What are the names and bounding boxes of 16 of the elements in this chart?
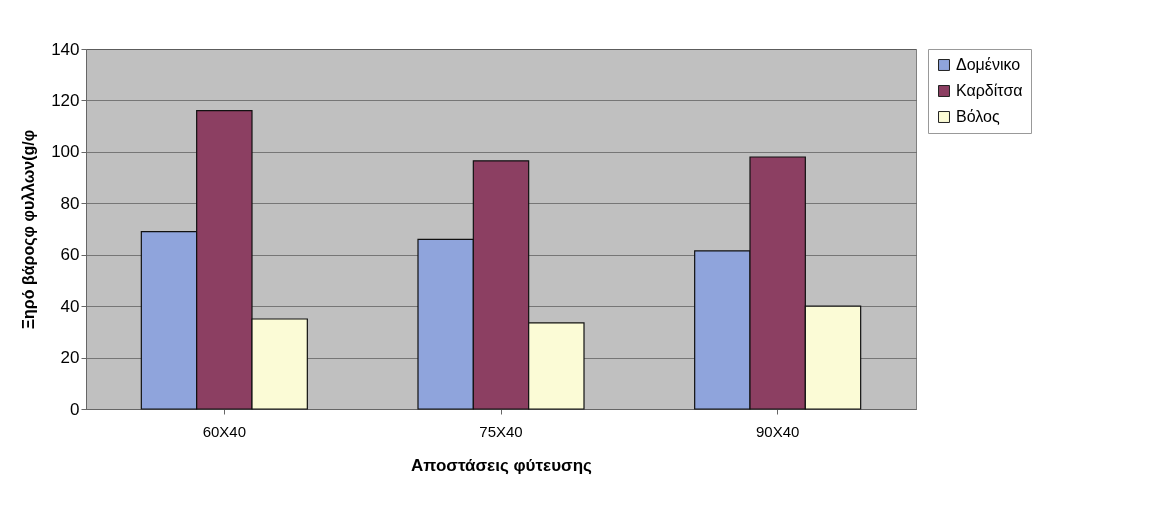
- y-tick-label: 40: [60, 296, 80, 316]
- legend-label: Βόλος: [956, 108, 1000, 125]
- x-axis-title: Αποστάσεις φύτευσης: [411, 455, 593, 475]
- y-tick-label: 0: [70, 399, 80, 419]
- x-tick-label: 60X40: [202, 422, 247, 440]
- y-tick-label: 80: [60, 193, 80, 213]
- legend-label: Δομένικο: [956, 56, 1021, 73]
- y-tick-label: 60: [60, 245, 80, 265]
- y-tick-label: 140: [51, 39, 80, 59]
- legend-label: Καρδίτσα: [956, 82, 1023, 99]
- y-tick-label: 20: [60, 348, 80, 368]
- x-tick-label: 90X40: [755, 422, 800, 440]
- x-tick-label: 75X40: [479, 422, 523, 440]
- y-tick-label: 100: [51, 142, 80, 162]
- y-axis-title: Ξηρό βάροςφ φυλλων(g/φ: [20, 129, 39, 330]
- y-tick-label: 120: [51, 90, 80, 110]
